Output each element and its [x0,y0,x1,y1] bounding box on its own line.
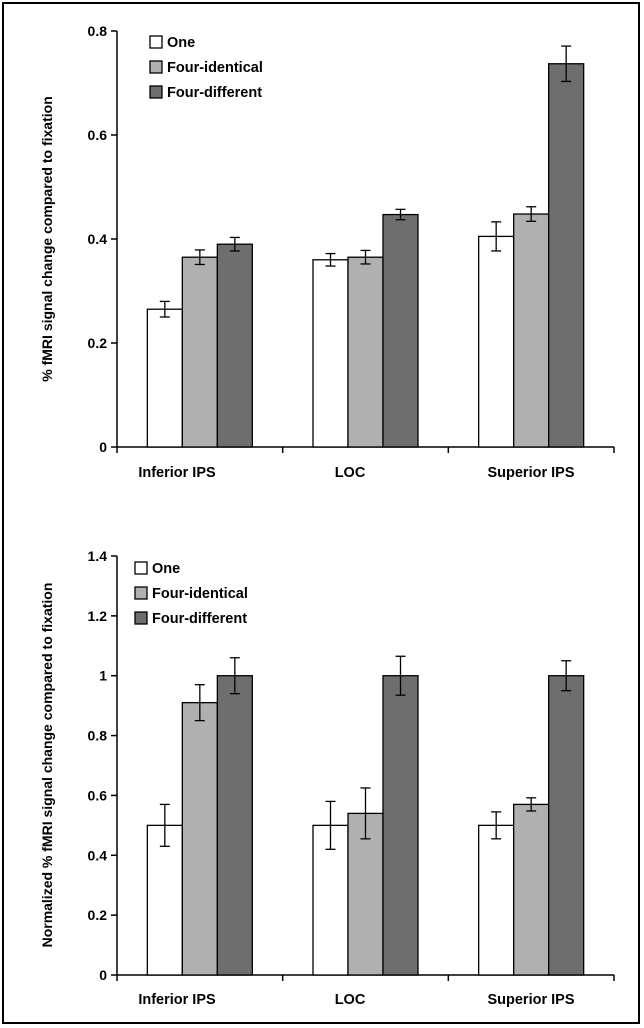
bar [147,309,182,447]
y-axis-label: % fMRI signal change compared to fixatio… [39,96,55,381]
y-tick-label: 0.2 [88,335,108,351]
bar [383,215,418,447]
y-tick-label: 0.6 [88,787,108,803]
legend-label: Four-different [167,85,262,101]
y-tick-label: 0.2 [88,907,108,923]
legend-swatch [135,562,147,574]
bar [313,260,348,447]
bar [549,64,584,447]
chart-1: 0 0.2 0.4 0.6 0.8 Inferior IPS LOC Superior IPS… [39,23,614,481]
bar [383,676,418,975]
legend-swatch [135,612,147,624]
y-tick-label: 0.4 [88,231,108,247]
y-tick-label: 0.4 [88,847,108,863]
legend-label: Four-identical [152,586,248,602]
bar [147,825,182,975]
bar [479,825,514,975]
bar [217,244,252,447]
category-label: Inferior IPS [138,465,216,481]
y-tick-label: 1.2 [88,608,108,624]
legend-label: Four-different [152,611,247,627]
chart-2: 0 0.2 0.4 0.6 0.8 1 1.2 1.4 Inferior IPS LOC Super… [39,548,614,1008]
y-tick-label: 1 [99,668,107,684]
y-tick-label: 0 [99,439,107,455]
category-label: Inferior IPS [138,992,216,1008]
legend-label: One [152,561,180,577]
bar [182,703,217,975]
y-tick-label: 0 [99,967,107,983]
bar [514,804,549,975]
legend-label: Four-identical [167,60,263,76]
bar [479,236,514,447]
y-tick-label: 1.4 [88,548,108,564]
bar [217,676,252,975]
bar [182,257,217,447]
category-label: LOC [335,992,366,1008]
legend-swatch [150,61,162,73]
bar [348,257,383,447]
category-label: LOC [335,465,366,481]
y-axis-label: Normalized % fMRI signal change compared… [39,583,55,948]
legend-swatch [150,86,162,98]
category-label: Superior IPS [487,465,574,481]
legend-swatch [150,36,162,48]
y-tick-label: 0.8 [88,728,108,744]
legend-swatch [135,587,147,599]
category-label: Superior IPS [487,992,574,1008]
bar [514,214,549,447]
bar [549,676,584,975]
legend-label: One [167,35,195,51]
y-tick-label: 0.6 [88,127,108,143]
y-tick-label: 0.8 [88,23,108,39]
